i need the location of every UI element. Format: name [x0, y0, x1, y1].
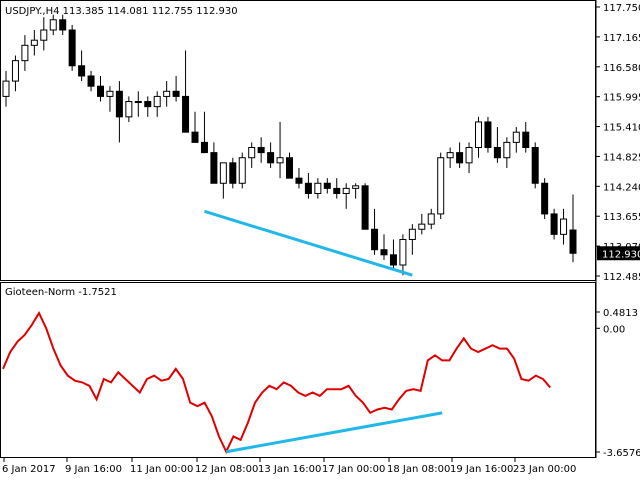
candle-bear — [144, 101, 152, 108]
candle-bear — [333, 187, 341, 194]
symbol-header: USDJPY.,H4 113.385 114.081 112.755 112.9… — [5, 6, 238, 17]
indicator-axis: 0.4813 0.00 -3.6576 — [596, 308, 640, 459]
candle-bear — [361, 185, 369, 230]
candle-bull — [408, 228, 416, 240]
candle-bear — [286, 157, 293, 179]
candle-bear — [531, 147, 539, 184]
candle-bear — [182, 95, 190, 133]
time-tick-label: 9 Jan 16:00 — [65, 464, 122, 475]
price-tick-label: 112.485 — [603, 272, 640, 283]
candle-bear — [229, 162, 237, 184]
price-tick-label: 115.410 — [603, 123, 640, 134]
candle-bull — [11, 60, 19, 82]
indicator-trendline[interactable] — [225, 411, 443, 454]
candle-bear — [371, 228, 379, 251]
candle-bull — [163, 90, 171, 97]
time-tick-label: 23 Jan 00:00 — [513, 464, 576, 475]
candle-bull — [106, 90, 114, 97]
time-tick-label: 12 Jan 08:00 — [195, 464, 258, 475]
candle-bull — [342, 187, 350, 194]
candle-bear — [569, 229, 577, 254]
candle-bull — [49, 19, 57, 31]
current-price-tag: 112.930 — [597, 246, 640, 261]
candle-bear — [115, 90, 123, 118]
candle-bull — [437, 157, 445, 215]
candle-bear — [304, 182, 312, 194]
price-tick-label: 115.995 — [603, 93, 640, 104]
time-tick-label: 11 Jan 00:00 — [130, 464, 193, 475]
candle-bear — [59, 19, 67, 31]
candle-bear — [257, 147, 265, 154]
candle-bull — [219, 162, 227, 184]
candle-bear — [380, 249, 388, 256]
candle-bull — [446, 152, 454, 159]
candle-bear — [210, 152, 218, 184]
candle-bull — [238, 157, 246, 184]
candle-bear — [456, 152, 464, 164]
price-panel-frame — [0, 0, 596, 281]
price-tick-label: 113.655 — [603, 212, 640, 223]
candle-bull — [475, 121, 482, 149]
time-tick-label: 18 Jan 08:00 — [387, 464, 450, 475]
price-tick-label: 114.825 — [603, 152, 640, 163]
candle-bear — [172, 90, 180, 97]
candle-bear — [323, 182, 331, 189]
candle-bear — [78, 65, 86, 77]
candle-bull — [125, 101, 133, 118]
price-tag-bg — [597, 246, 640, 261]
candle-bear — [191, 131, 199, 143]
candle-bear — [484, 121, 492, 149]
time-tick-label: 19 Jan 16:00 — [450, 464, 513, 475]
candle-bear — [493, 147, 501, 159]
candle-bear — [267, 152, 275, 164]
candle-bull — [418, 223, 426, 230]
price-trendline[interactable] — [204, 209, 413, 277]
candle-bear — [68, 29, 76, 67]
trendlines[interactable] — [204, 209, 443, 454]
price-tick-label: 117.750 — [603, 3, 640, 14]
candle-bear — [87, 75, 95, 87]
candle-bull — [134, 101, 142, 104]
candle-bull — [399, 238, 407, 266]
price-axis: 117.750 117.165 116.580 115.995 115.410 114.8… — [596, 3, 640, 283]
price-tick-label: 116.580 — [603, 63, 640, 74]
candle-bull — [276, 157, 284, 164]
candle-bull — [30, 39, 38, 46]
candle-bull — [465, 147, 473, 164]
candle-bull — [512, 131, 520, 143]
candle-bear — [389, 254, 397, 266]
candle-bull — [503, 141, 511, 159]
candle-bull — [2, 80, 10, 97]
indicator-panel-frame — [0, 282, 596, 458]
indicator-tick-label: 0.4813 — [603, 308, 638, 319]
candle-bear — [541, 182, 549, 215]
price-tick-label: 117.165 — [603, 33, 640, 44]
candle-bull — [153, 95, 161, 108]
time-axis: 6 Jan 2017 9 Jan 16:00 11 Jan 00:00 12 Jan … — [2, 458, 576, 475]
candle-bull — [21, 44, 29, 62]
candle-bear — [295, 177, 303, 184]
price-tag-label: 112.930 — [602, 249, 640, 260]
candle-bull — [40, 29, 48, 41]
candle-bull — [427, 213, 435, 225]
candle-bear — [200, 141, 208, 154]
indicator-series — [2, 310, 551, 455]
time-tick-label: 6 Jan 2017 — [2, 464, 56, 475]
indicator-tick-label: 0.00 — [603, 324, 625, 335]
candle-bull — [352, 185, 360, 189]
time-tick-label: 17 Jan 00:00 — [322, 464, 385, 475]
candle-bull — [314, 182, 322, 194]
candle-bear — [97, 85, 104, 97]
candle-bear — [522, 131, 530, 149]
candle-bull — [248, 147, 256, 159]
price-tick-label: 114.240 — [603, 182, 640, 193]
indicator-header: Gioteen-Norm -1.7521 — [5, 287, 117, 298]
candle-bear — [550, 213, 558, 235]
time-tick-label: 13 Jan 16:00 — [258, 464, 321, 475]
candles — [2, 14, 577, 276]
indicator-line — [2, 310, 551, 455]
candle-bull — [560, 218, 568, 235]
indicator-tick-label: -3.6576 — [603, 448, 640, 459]
